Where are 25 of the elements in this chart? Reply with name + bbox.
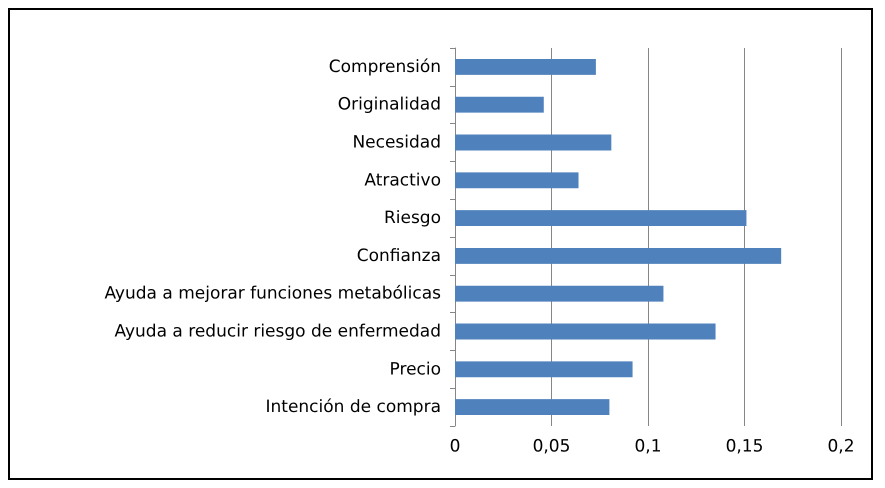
x-tick-label: 0,1 [634, 436, 662, 456]
bar [455, 361, 633, 378]
bar [455, 286, 664, 302]
bar [455, 324, 716, 340]
bar [455, 134, 612, 150]
x-tick-label: 0,05 [532, 436, 570, 456]
bar [455, 399, 610, 416]
y-tick-label: Atractivo [364, 170, 441, 190]
y-tick-label: Originalidad [338, 94, 441, 115]
y-tick-label: Intención de compra [266, 397, 441, 418]
x-tick-label: 0,15 [726, 436, 764, 456]
bar [455, 58, 596, 75]
y-tick-label: Riesgo [384, 208, 441, 228]
x-tick-label: 0 [450, 436, 460, 456]
bar [455, 96, 544, 113]
y-tick-label: Necesidad [352, 132, 441, 152]
y-tick-label: Precio [390, 359, 441, 380]
y-tick-label: Ayuda a mejorar funciones metabólicas [104, 284, 442, 304]
y-tick-label: Comprensión [328, 56, 441, 77]
bar [455, 248, 782, 264]
bar [455, 210, 746, 226]
y-tick-label: Ayuda a reducir riesgo de enfermedad [114, 322, 441, 342]
x-tick-label: 0,2 [827, 436, 855, 456]
y-tick-label: Confianza [356, 246, 441, 266]
bar [455, 172, 579, 188]
